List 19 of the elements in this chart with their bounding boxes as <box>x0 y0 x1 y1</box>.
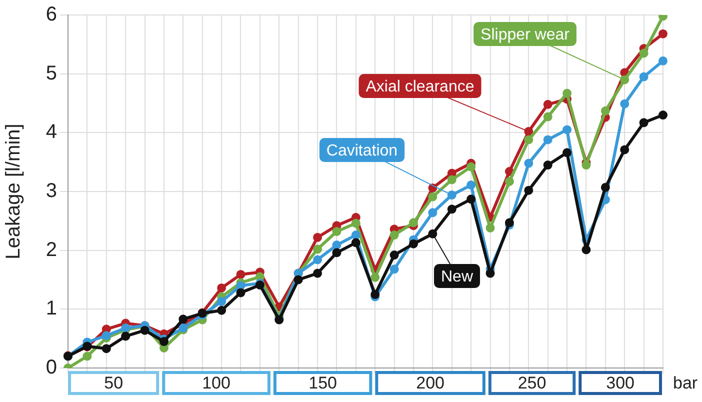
y-tick-label: 1 <box>46 298 57 320</box>
y-tick-label: 2 <box>46 238 57 261</box>
x-axis-title: bar <box>673 374 698 393</box>
text: 50 <box>104 374 124 393</box>
y-tick-label: 4 <box>46 121 57 144</box>
text: Cavitation <box>326 142 398 160</box>
text: Axial clearance <box>366 78 474 96</box>
text: 250 <box>518 374 546 393</box>
text: 150 <box>308 374 337 393</box>
y-tick-label: 3 <box>46 180 57 202</box>
y-tick-label: 0 <box>46 356 57 379</box>
text: 100 <box>202 374 230 393</box>
text: Slipper wear <box>480 26 570 44</box>
text: 300 <box>606 374 634 393</box>
y-axis-title: Leakage [l/min] <box>2 124 25 260</box>
series-label: New <box>440 268 474 286</box>
y-tick-label: 6 <box>46 4 57 26</box>
y-tick-label: 5 <box>46 62 57 84</box>
text: 200 <box>416 374 444 393</box>
